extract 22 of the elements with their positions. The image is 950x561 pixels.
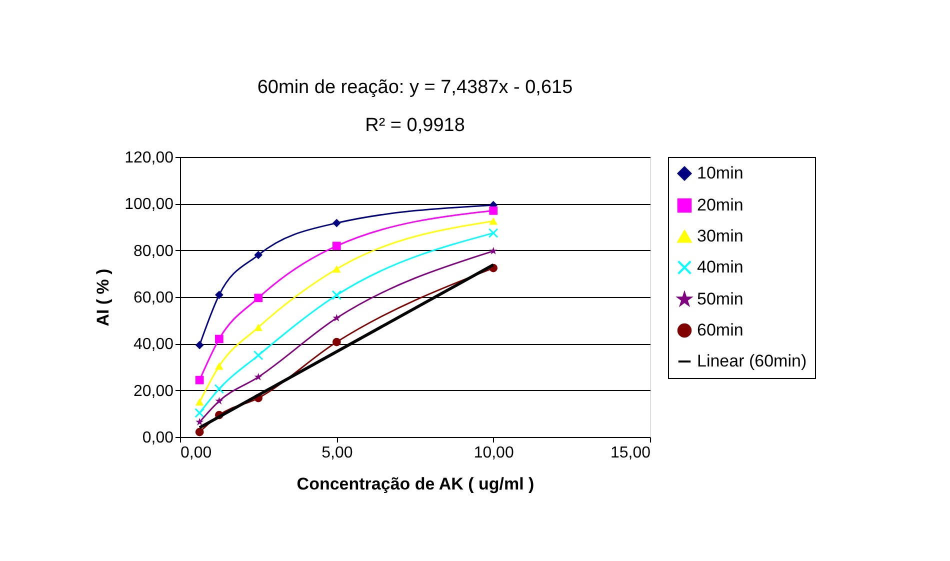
legend-label: 60min	[697, 320, 744, 340]
text: R² = 0,9918	[365, 115, 465, 136]
y-tick-label: 100,00	[124, 196, 174, 214]
y-tick-label: 60,00	[133, 290, 174, 306]
x-tick-label: 0,00	[180, 444, 212, 462]
x-tick-label: 10,00	[474, 444, 514, 462]
y-axis-title: AI ( % )	[94, 268, 113, 326]
legend-label: Linear (60min)	[697, 352, 807, 370]
y-tick-label: 120,00	[124, 150, 174, 166]
y-tick-label: 20,00	[133, 382, 174, 400]
y-tick-label: 80,00	[133, 242, 174, 260]
text: 60min de reação: y = 7,4387x - 0,615	[257, 77, 573, 98]
x-tick-label: 15,00	[610, 444, 651, 462]
legend-label: 50min	[697, 290, 744, 308]
legend-label: 40min	[697, 258, 744, 276]
legend-label: 30min	[697, 226, 744, 246]
x-axis-title: Concentração de AK ( ug/ml )	[296, 474, 534, 494]
y-tick-label: 40,00	[133, 336, 174, 354]
y-tick-label: 0,00	[142, 430, 174, 446]
legend-label: 20min	[697, 196, 744, 214]
x-tick-label: 5,00	[322, 444, 353, 462]
legend-label: 10min	[697, 164, 744, 182]
